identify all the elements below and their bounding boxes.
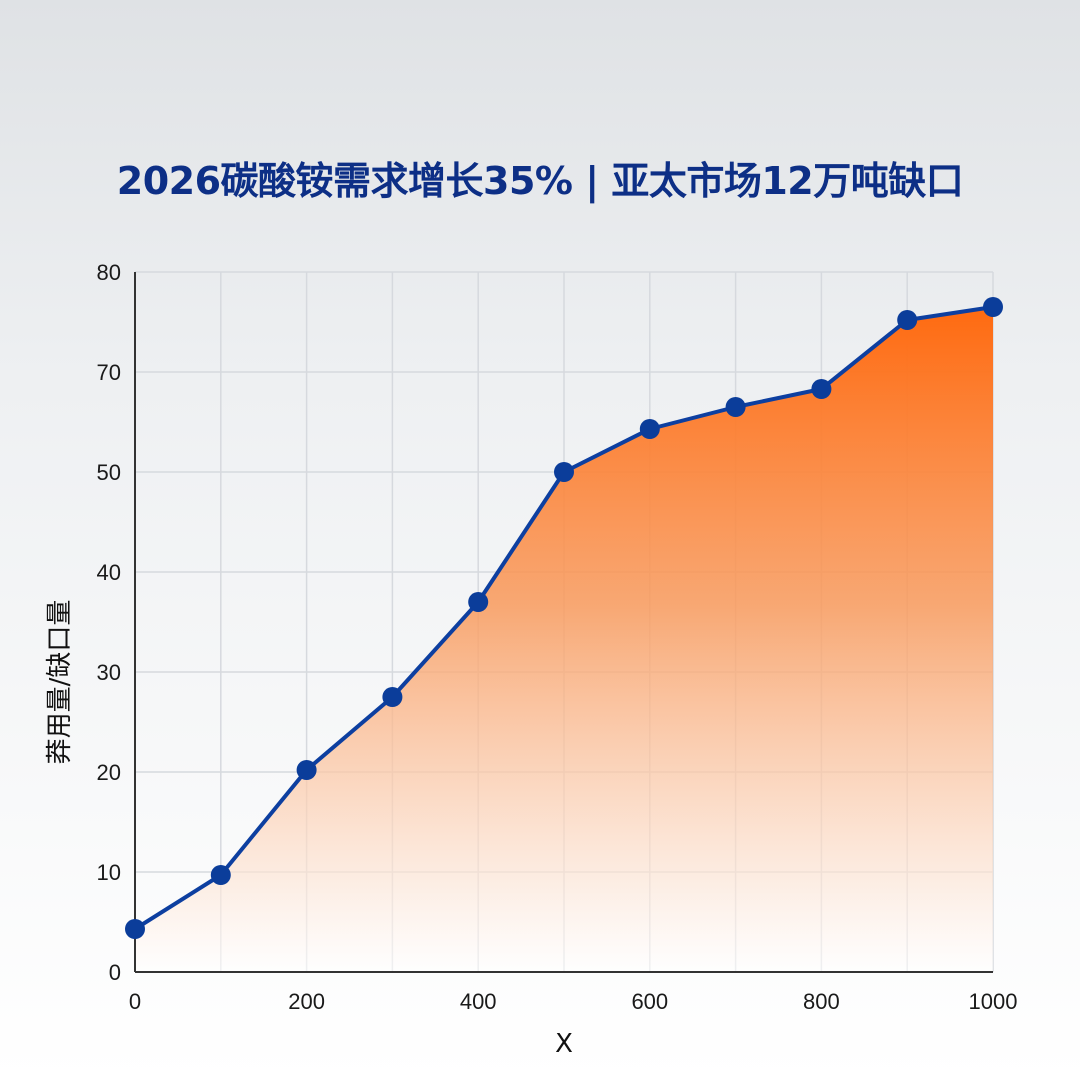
x-tick-label: 400 bbox=[460, 989, 497, 1014]
y-tick-labels: 0 10 20 30 40 50 70 80 bbox=[97, 260, 121, 985]
y-tick-label: 50 bbox=[97, 460, 121, 485]
y-axis-title: 莽用量/缺口量 bbox=[45, 600, 75, 765]
data-point bbox=[983, 297, 1003, 317]
y-tick-label: 10 bbox=[97, 860, 121, 885]
y-tick-label: 80 bbox=[97, 260, 121, 285]
data-points bbox=[125, 297, 1003, 939]
data-point bbox=[811, 379, 832, 399]
x-tick-labels: 0 200 400 600 800 1000 bbox=[129, 989, 1018, 1014]
data-point bbox=[468, 592, 489, 612]
x-axis-title: X bbox=[555, 1029, 573, 1059]
y-tick-label: 0 bbox=[109, 960, 121, 985]
data-point bbox=[296, 760, 317, 780]
axes bbox=[134, 272, 993, 973]
x-tick-label: 200 bbox=[288, 989, 325, 1014]
data-point bbox=[125, 919, 145, 939]
x-tick-label: 1000 bbox=[969, 989, 1018, 1014]
y-tick-label: 30 bbox=[97, 660, 121, 685]
data-point bbox=[554, 462, 574, 482]
x-tick-label: 0 bbox=[129, 989, 141, 1014]
area-fill bbox=[135, 307, 993, 972]
data-point bbox=[382, 687, 403, 707]
x-tick-label: 800 bbox=[803, 989, 840, 1014]
x-tick-label: 600 bbox=[631, 989, 668, 1014]
y-tick-label: 20 bbox=[97, 760, 121, 785]
y-tick-label: 40 bbox=[97, 560, 121, 585]
data-point bbox=[639, 419, 660, 439]
y-tick-label: 70 bbox=[97, 360, 121, 385]
data-point bbox=[210, 865, 231, 885]
chart-title: 2026碳酸铵需求增长35% | 亚太市场12万吨缺口 bbox=[116, 159, 964, 203]
data-point bbox=[897, 310, 918, 330]
data-point bbox=[725, 397, 746, 417]
